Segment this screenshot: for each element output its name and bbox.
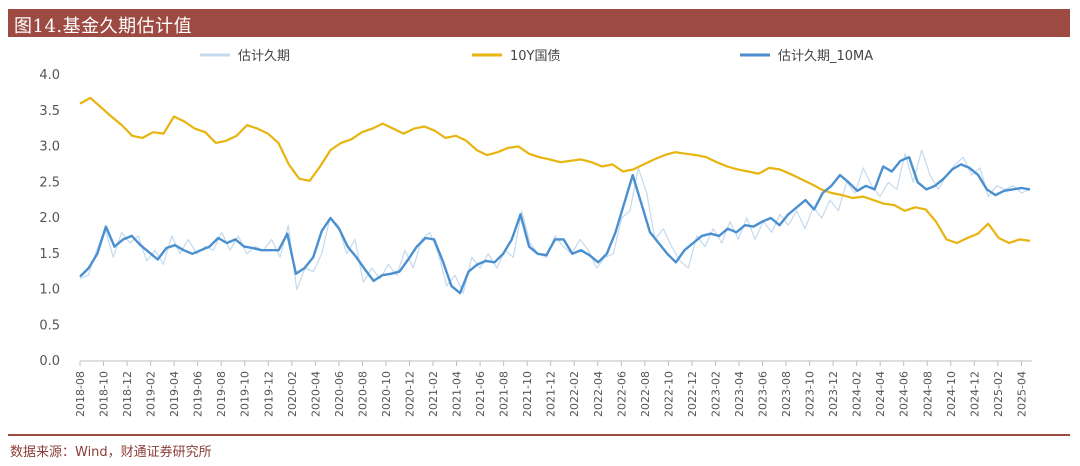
x-tick-label: 2023-10 bbox=[804, 371, 817, 417]
series-line bbox=[79, 155, 1031, 295]
y-tick-label: 2.5 bbox=[39, 175, 60, 190]
x-tick-label: 2021-06 bbox=[474, 371, 487, 417]
x-tick-label: 2020-12 bbox=[403, 371, 416, 417]
x-tick-label: 2020-02 bbox=[286, 371, 299, 417]
x-tick-label: 2018-10 bbox=[98, 371, 111, 417]
y-tick-label: 0.0 bbox=[39, 354, 60, 369]
x-tick-label: 2023-06 bbox=[757, 371, 770, 417]
x-tick-label: 2023-02 bbox=[709, 371, 722, 417]
source-note: 数据来源：Wind，财通证券研究所 bbox=[10, 445, 212, 460]
x-tick-label: 2024-04 bbox=[874, 371, 887, 417]
x-tick-label: 2025-02 bbox=[992, 371, 1005, 417]
x-tick-label: 2019-06 bbox=[192, 371, 205, 417]
x-tick-label: 2022-04 bbox=[592, 371, 605, 417]
x-tick-label: 2023-04 bbox=[733, 371, 746, 417]
chart-title: 图14.基金久期估计值 bbox=[14, 16, 193, 37]
x-tick-label: 2021-08 bbox=[498, 371, 511, 417]
x-tick-label: 2018-08 bbox=[74, 371, 87, 417]
x-tick-label: 2022-08 bbox=[639, 371, 652, 417]
x-tick-label: 2019-04 bbox=[168, 371, 181, 417]
y-tick-label: 1.5 bbox=[39, 247, 60, 262]
y-tick-label: 0.5 bbox=[39, 318, 60, 333]
x-tick-label: 2025-04 bbox=[1015, 371, 1028, 417]
series-line bbox=[79, 149, 1031, 294]
x-tick-label: 2024-08 bbox=[921, 371, 934, 417]
line-chart: 0.0 0.5 1.0 1.5 2.0 2.5 3.0 3.5 4.0 2018-08 2018-1… bbox=[39, 49, 1032, 417]
legend-label: 10Y国债 bbox=[510, 49, 560, 64]
x-tick-label: 2022-02 bbox=[568, 371, 581, 417]
legend-label: 估计久期_10MA bbox=[778, 49, 873, 64]
x-tick-label: 2024-02 bbox=[851, 371, 864, 417]
x-tick-label: 2024-06 bbox=[898, 371, 911, 417]
x-tick-label: 2022-12 bbox=[686, 371, 699, 417]
x-tick-label: 2020-08 bbox=[356, 371, 369, 417]
y-tick-label: 4.0 bbox=[39, 68, 60, 83]
x-tick-label: 2024-12 bbox=[968, 371, 981, 417]
x-tick-label: 2018-12 bbox=[121, 371, 134, 417]
divider bbox=[8, 434, 1070, 436]
y-tick-label: 3.0 bbox=[39, 140, 60, 155]
x-tick-label: 2021-10 bbox=[521, 371, 534, 417]
x-tick-label: 2020-04 bbox=[309, 371, 322, 417]
legend-label: 估计久期 bbox=[238, 49, 290, 64]
y-tick-label: 3.5 bbox=[39, 104, 60, 119]
y-tick-label: 2.0 bbox=[39, 211, 60, 226]
title-bar: 图14.基金久期估计值 bbox=[8, 9, 1070, 37]
x-tick-label: 2022-10 bbox=[662, 371, 675, 417]
y-tick-label: 1.0 bbox=[39, 283, 60, 298]
x-tick-label: 2019-08 bbox=[215, 371, 228, 417]
x-tick-label: 2023-12 bbox=[827, 371, 840, 417]
x-tick-label: 2021-04 bbox=[451, 371, 464, 417]
x-tick-label: 2020-10 bbox=[380, 371, 393, 417]
x-tick-label: 2021-12 bbox=[545, 371, 558, 417]
x-tick-label: 2019-12 bbox=[262, 371, 275, 417]
series-line bbox=[79, 96, 1031, 245]
x-tick-label: 2019-02 bbox=[145, 371, 158, 417]
x-tick-label: 2019-10 bbox=[239, 371, 252, 417]
x-tick-label: 2020-06 bbox=[333, 371, 346, 417]
x-tick-label: 2024-10 bbox=[945, 371, 958, 417]
x-tick-label: 2021-02 bbox=[427, 371, 440, 417]
x-tick-label: 2023-08 bbox=[780, 371, 793, 417]
x-tick-label: 2022-06 bbox=[615, 371, 628, 417]
